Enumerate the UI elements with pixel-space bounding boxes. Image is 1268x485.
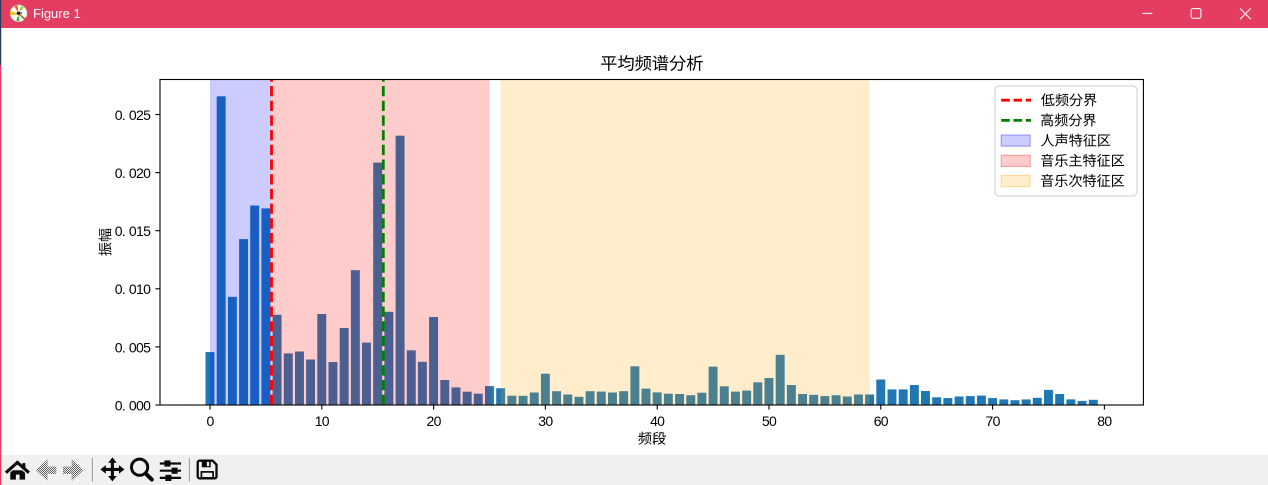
svg-text:0.000: 0. 000: [115, 397, 151, 413]
svg-text:10: 10: [315, 413, 330, 429]
svg-text:40: 40: [650, 413, 665, 429]
svg-text:80: 80: [1097, 413, 1112, 429]
svg-text:0.015: 0. 015: [115, 223, 151, 239]
svg-text:0.020: 0. 020: [115, 165, 151, 181]
svg-text:0: 0: [206, 413, 214, 429]
svg-text:0.025: 0. 025: [115, 107, 151, 123]
svg-text:70: 70: [986, 413, 1001, 429]
svg-text:0.005: 0. 005: [115, 339, 151, 355]
svg-text:50: 50: [762, 413, 777, 429]
svg-text:60: 60: [874, 413, 889, 429]
svg-text:0.010: 0. 010: [115, 281, 151, 297]
svg-text:20: 20: [427, 413, 442, 429]
svg-text:Figure 1: Figure 1: [33, 6, 81, 21]
svg-text:30: 30: [538, 413, 553, 429]
